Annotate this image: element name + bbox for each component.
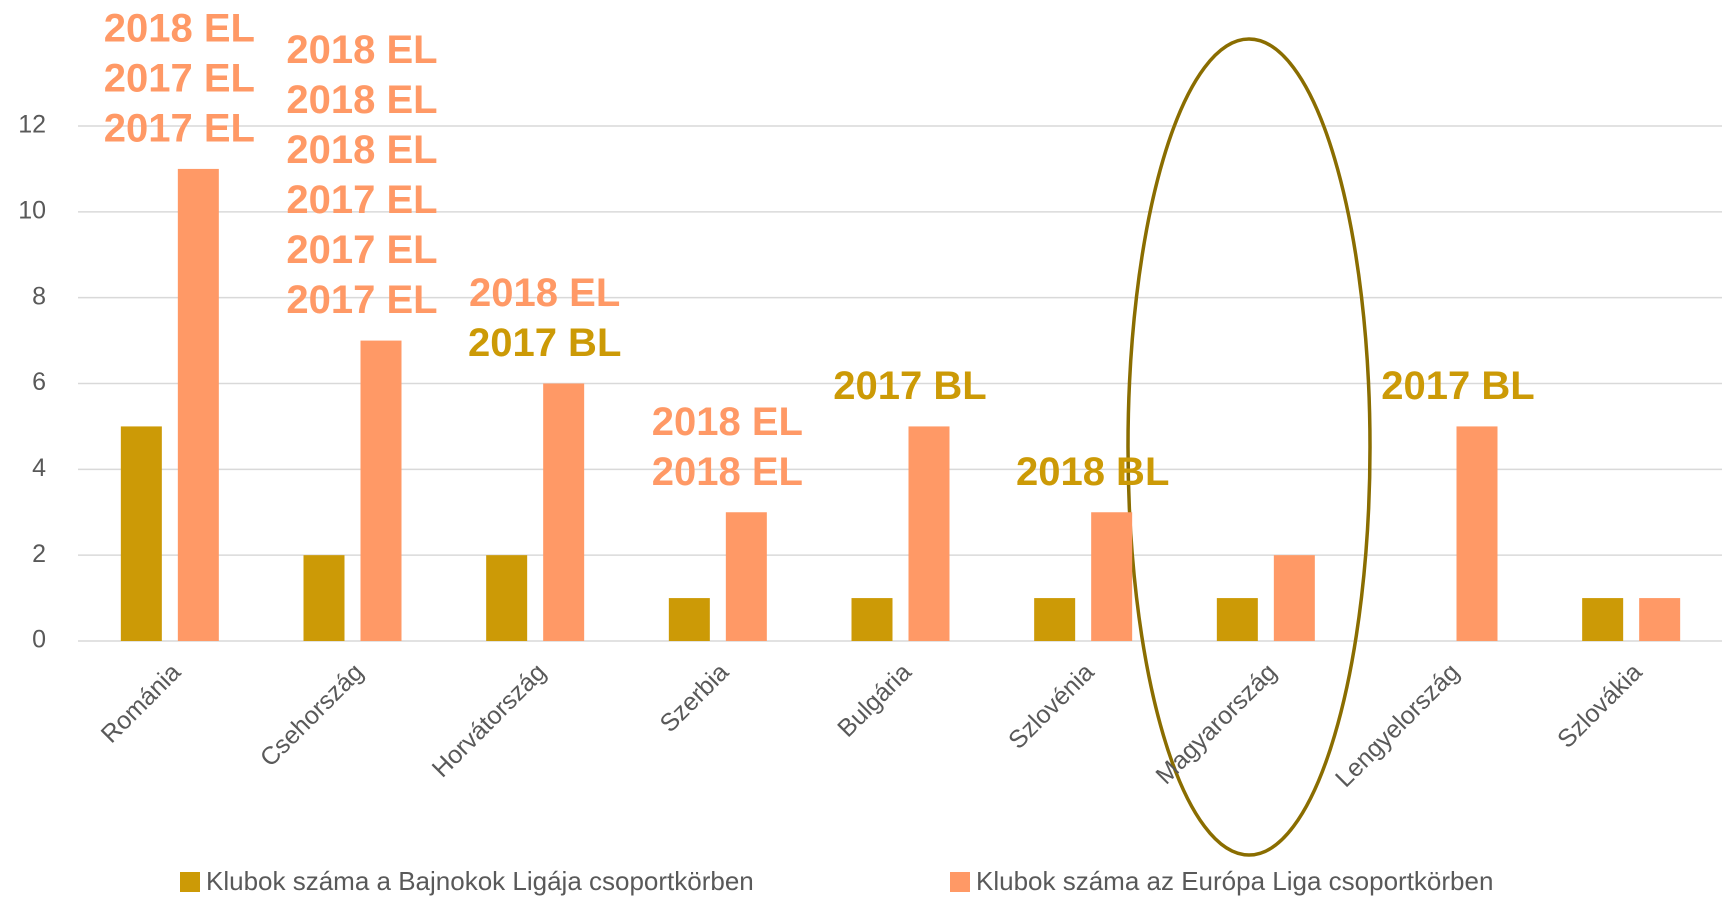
bar [1216, 598, 1258, 641]
bar [908, 426, 950, 641]
annotation: 2018 EL [286, 128, 437, 172]
annotation: 2018 EL [469, 271, 620, 315]
legend-swatch [180, 872, 200, 892]
bar [1034, 598, 1076, 641]
x-tick-label: Szerbia [655, 658, 735, 738]
y-tick-label: 10 [18, 196, 46, 224]
annotation: 2018 EL [286, 78, 437, 122]
y-tick-label: 2 [32, 540, 46, 568]
x-tick-label: Szlovákia [1552, 658, 1648, 754]
bar [1582, 598, 1624, 641]
x-tick-label: Románia [96, 658, 187, 749]
y-tick-label: 0 [32, 626, 46, 654]
bar [486, 555, 528, 641]
bar [543, 383, 585, 641]
bar [303, 555, 345, 641]
legend-swatch [950, 872, 970, 892]
y-tick-label: 8 [32, 282, 46, 310]
annotation: 2017 BL [833, 364, 986, 408]
bar [725, 512, 767, 641]
annotation: 2017 EL [286, 278, 437, 322]
bar [1639, 598, 1681, 641]
bar [120, 426, 162, 641]
annotation: 2017 EL [286, 178, 437, 222]
legend-label: Klubok száma az Európa Liga csoportkörbe… [976, 866, 1493, 896]
annotation: 2017 EL [104, 56, 255, 100]
bar [1456, 426, 1498, 641]
annotation: 2017 EL [104, 106, 255, 150]
annotation: 2018 EL [286, 28, 437, 72]
annotation: 2018 BL [1016, 450, 1169, 494]
bar [177, 168, 219, 641]
bar [851, 598, 893, 641]
annotation: 2018 EL [652, 450, 803, 494]
bar [1091, 512, 1133, 641]
y-tick-label: 4 [32, 454, 46, 482]
y-tick-label: 12 [18, 111, 46, 139]
highlight-ellipse [1126, 37, 1372, 857]
annotation: 2017 BL [1381, 364, 1534, 408]
annotation: 2017 EL [286, 228, 437, 272]
annotation: 2018 EL [104, 6, 255, 50]
legend-label: Klubok száma a Bajnokok Ligája csoportkö… [206, 866, 754, 896]
y-tick-label: 6 [32, 368, 46, 396]
x-tick-label: Csehország [255, 658, 369, 772]
annotation: 2017 BL [468, 321, 621, 365]
bar [668, 598, 710, 641]
bar [1273, 555, 1315, 641]
bar [360, 340, 402, 641]
x-tick-label: Bulgária [832, 658, 917, 743]
x-tick-label: Szlovénia [1003, 658, 1100, 755]
x-tick-label: Horvátország [427, 658, 552, 783]
annotation: 2018 EL [652, 400, 803, 444]
x-tick-label: Magyarország [1150, 658, 1282, 790]
